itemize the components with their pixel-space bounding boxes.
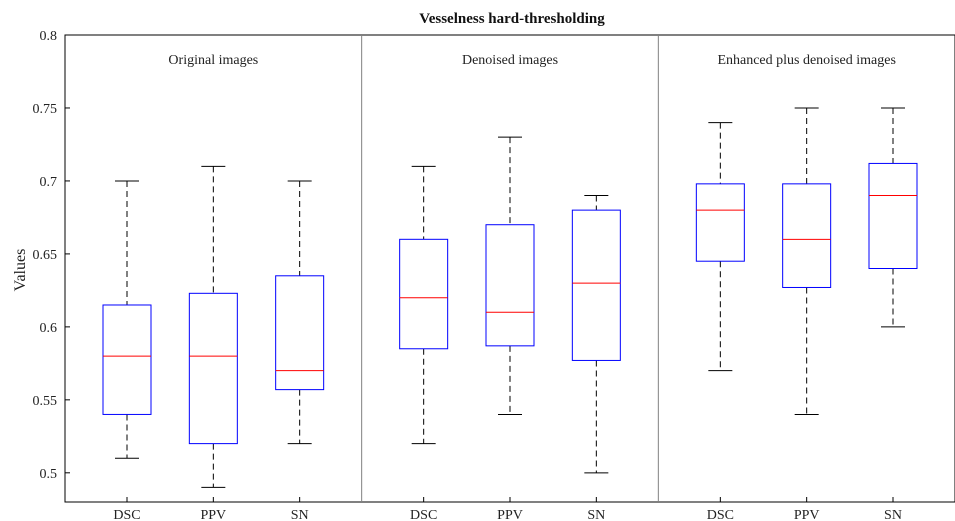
x-tick-label: PPV — [200, 508, 226, 521]
box-ppv — [485, 224, 535, 347]
box-dsc — [102, 304, 152, 415]
panel-3: Enhanced plus denoised images DSC PPV SN — [657, 35, 918, 521]
y-tick-label: 0.65 — [33, 248, 58, 263]
y-tick-label: 0.55 — [33, 394, 58, 409]
x-tick-label: DSC — [410, 508, 437, 521]
box-ppv — [782, 183, 832, 288]
box-sn — [868, 162, 918, 269]
y-tick-label: 0.5 — [40, 467, 58, 482]
panel-label: Original images — [168, 53, 258, 68]
y-tick-label: 0.75 — [33, 102, 58, 117]
box-dsc — [399, 238, 449, 350]
x-tick-label: SN — [587, 508, 605, 521]
x-tick-label: PPV — [497, 508, 523, 521]
x-tick-label: SN — [291, 508, 309, 521]
panel-label: Denoised images — [462, 53, 558, 68]
y-tick-label: 0.7 — [40, 175, 58, 190]
y-axis: 0.5 0.55 0.6 0.65 0.7 0.75 0.8 — [33, 29, 70, 482]
box-sn — [571, 209, 621, 361]
panels: Original images DSC PPV SN Denoised images DS… — [102, 35, 918, 521]
x-tick-label: SN — [884, 508, 902, 521]
y-tick-label: 0.8 — [40, 29, 58, 44]
plot-area-frame — [64, 34, 955, 503]
box-dsc — [695, 183, 745, 262]
y-axis-label: Values — [12, 249, 29, 292]
y-tick-label: 0.6 — [40, 321, 58, 336]
box-ppv — [188, 292, 238, 445]
x-tick-label: DSC — [113, 508, 140, 521]
chart-title: Vesselness hard-thresholding — [419, 11, 605, 27]
x-tick-label: DSC — [707, 508, 734, 521]
panel-label: Enhanced plus denoised images — [717, 53, 895, 68]
box-sn — [275, 275, 325, 391]
panel-1: Original images DSC PPV SN — [102, 53, 325, 521]
panel-2: Denoised images DSC PPV SN — [361, 35, 621, 521]
x-tick-label: PPV — [794, 508, 820, 521]
